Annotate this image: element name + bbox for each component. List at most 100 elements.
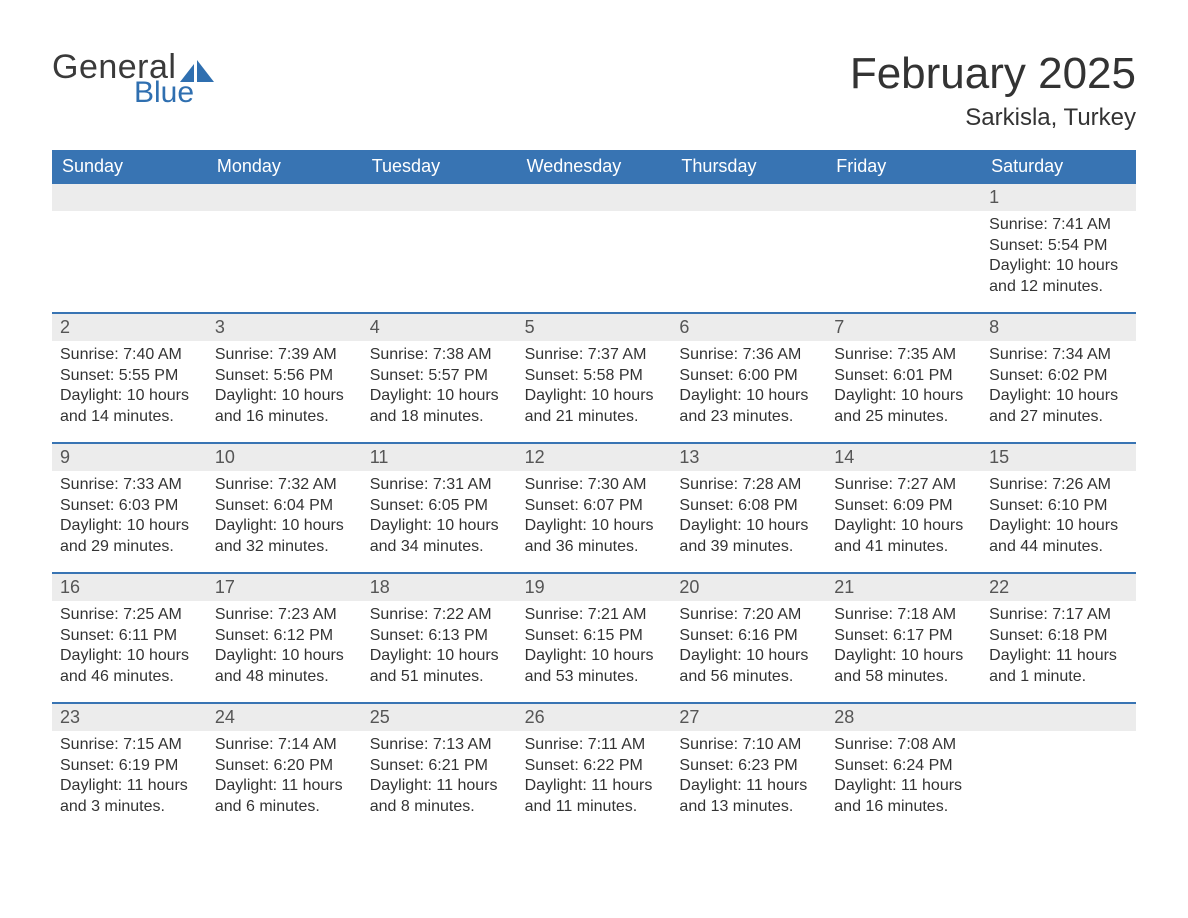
day-details: Sunrise: 7:21 AMSunset: 6:15 PMDaylight:… (517, 601, 672, 693)
daylight-line: Daylight: 10 hours and 44 minutes. (989, 516, 1128, 557)
calendar-day-cell: 3Sunrise: 7:39 AMSunset: 5:56 PMDaylight… (207, 314, 362, 442)
calendar-day-cell: 11Sunrise: 7:31 AMSunset: 6:05 PMDayligh… (362, 444, 517, 572)
day-number (517, 184, 672, 211)
calendar-day-cell: 17 Sunrise: 7:23 AMSunset: 6:12 PMDayligh… (207, 574, 362, 702)
sunrise-line: Sunrise: 7:28 AM (679, 475, 818, 495)
sunset-line: Sunset: 6:07 PM (525, 496, 664, 516)
sunrise-line: Sunrise: 7:25 AM (60, 605, 199, 625)
calendar-week-row: 23Sunrise: 7:15 AMSunset: 6:19 PMDayligh… (52, 702, 1136, 832)
sunset-line: Sunset: 6:10 PM (989, 496, 1128, 516)
weekday-header: Tuesday (362, 150, 517, 184)
daylight-line: Daylight: 10 hours and 48 minutes. (215, 646, 354, 687)
day-details (671, 211, 826, 221)
day-number: 24 (207, 704, 362, 731)
sunset-line: Sunset: 6:00 PM (679, 366, 818, 386)
day-details: Sunrise: 7:36 AMSunset: 6:00 PMDaylight:… (671, 341, 826, 433)
calendar-day-cell: 10Sunrise: 7:32 AMSunset: 6:04 PMDayligh… (207, 444, 362, 572)
sunset-line: Sunset: 6:15 PM (525, 626, 664, 646)
day-number: 17 (207, 574, 362, 601)
sunrise-line: Sunrise: 7:37 AM (525, 345, 664, 365)
calendar: SundayMondayTuesdayWednesdayThursdayFrid… (52, 150, 1136, 832)
daylight-line: Daylight: 11 hours and 3 minutes. (60, 776, 199, 817)
daylight-line: Daylight: 10 hours and 58 minutes. (834, 646, 973, 687)
daylight-line: Daylight: 10 hours and 41 minutes. (834, 516, 973, 557)
calendar-day-cell: 28Sunrise: 7:08 AMSunset: 6:24 PMDayligh… (826, 704, 981, 832)
day-details: Sunrise: 7:34 AMSunset: 6:02 PMDaylight:… (981, 341, 1136, 433)
weekday-header: Monday (207, 150, 362, 184)
sunrise-line: Sunrise: 7:32 AM (215, 475, 354, 495)
daylight-line: Daylight: 10 hours and 25 minutes. (834, 386, 973, 427)
calendar-day-cell: 7Sunrise: 7:35 AMSunset: 6:01 PMDaylight… (826, 314, 981, 442)
sunset-line: Sunset: 6:12 PM (215, 626, 354, 646)
day-number: 2 (52, 314, 207, 341)
calendar-day-cell: 13Sunrise: 7:28 AMSunset: 6:08 PMDayligh… (671, 444, 826, 572)
day-details: Sunrise: 7:40 AMSunset: 5:55 PMDaylight:… (52, 341, 207, 433)
sunset-line: Sunset: 6:20 PM (215, 756, 354, 776)
calendar-day-cell: 20Sunrise: 7:20 AMSunset: 6:16 PMDayligh… (671, 574, 826, 702)
weekday-header: Thursday (671, 150, 826, 184)
daylight-line: Daylight: 10 hours and 56 minutes. (679, 646, 818, 687)
day-details: Sunrise: 7:38 AMSunset: 5:57 PMDaylight:… (362, 341, 517, 433)
daylight-line: Daylight: 10 hours and 16 minutes. (215, 386, 354, 427)
day-details (52, 211, 207, 221)
daylight-line: Daylight: 10 hours and 27 minutes. (989, 386, 1128, 427)
calendar-day-cell: 21Sunrise: 7:18 AMSunset: 6:17 PMDayligh… (826, 574, 981, 702)
daylight-line: Daylight: 10 hours and 39 minutes. (679, 516, 818, 557)
calendar-day-cell: 2Sunrise: 7:40 AMSunset: 5:55 PMDaylight… (52, 314, 207, 442)
calendar-week-row: 9Sunrise: 7:33 AMSunset: 6:03 PMDaylight… (52, 442, 1136, 572)
weekday-header-row: SundayMondayTuesdayWednesdayThursdayFrid… (52, 150, 1136, 184)
day-details: Sunrise: 7:25 AMSunset: 6:11 PMDaylight:… (52, 601, 207, 693)
day-details: Sunrise: 7:27 AMSunset: 6:09 PMDaylight:… (826, 471, 981, 563)
calendar-body: 1Sunrise: 7:41 AMSunset: 5:54 PMDaylight… (52, 184, 1136, 832)
sunset-line: Sunset: 6:08 PM (679, 496, 818, 516)
brand-logo: General Blue (52, 50, 216, 108)
daylight-line: Daylight: 10 hours and 23 minutes. (679, 386, 818, 427)
day-details: Sunrise: 7:28 AMSunset: 6:08 PMDaylight:… (671, 471, 826, 563)
calendar-day-cell: 23Sunrise: 7:15 AMSunset: 6:19 PMDayligh… (52, 704, 207, 832)
calendar-day-cell: 14Sunrise: 7:27 AMSunset: 6:09 PMDayligh… (826, 444, 981, 572)
day-number: 23 (52, 704, 207, 731)
daylight-line: Daylight: 10 hours and 34 minutes. (370, 516, 509, 557)
sunset-line: Sunset: 6:05 PM (370, 496, 509, 516)
calendar-day-cell (52, 184, 207, 312)
day-number: 25 (362, 704, 517, 731)
sunrise-line: Sunrise: 7:30 AM (525, 475, 664, 495)
daylight-line: Daylight: 10 hours and 29 minutes. (60, 516, 199, 557)
day-number (826, 184, 981, 211)
sunrise-line: Sunrise: 7:18 AM (834, 605, 973, 625)
calendar-day-cell: 15Sunrise: 7:26 AMSunset: 6:10 PMDayligh… (981, 444, 1136, 572)
day-number: 1 (981, 184, 1136, 211)
calendar-day-cell: 4Sunrise: 7:38 AMSunset: 5:57 PMDaylight… (362, 314, 517, 442)
sunset-line: Sunset: 6:09 PM (834, 496, 973, 516)
day-details: Sunrise: 7:20 AMSunset: 6:16 PMDaylight:… (671, 601, 826, 693)
calendar-day-cell: 9Sunrise: 7:33 AMSunset: 6:03 PMDaylight… (52, 444, 207, 572)
sunset-line: Sunset: 6:13 PM (370, 626, 509, 646)
day-number: 3 (207, 314, 362, 341)
calendar-week-row: 1Sunrise: 7:41 AMSunset: 5:54 PMDaylight… (52, 184, 1136, 312)
calendar-day-cell: 19Sunrise: 7:21 AMSunset: 6:15 PMDayligh… (517, 574, 672, 702)
weekday-header: Wednesday (517, 150, 672, 184)
calendar-day-cell: 8Sunrise: 7:34 AMSunset: 6:02 PMDaylight… (981, 314, 1136, 442)
daylight-line: Daylight: 10 hours and 18 minutes. (370, 386, 509, 427)
day-details: Sunrise: 7:32 AMSunset: 6:04 PMDaylight:… (207, 471, 362, 563)
calendar-day-cell: 12Sunrise: 7:30 AMSunset: 6:07 PMDayligh… (517, 444, 672, 572)
day-details: Sunrise: 7:35 AMSunset: 6:01 PMDaylight:… (826, 341, 981, 433)
day-details: Sunrise: 7:41 AMSunset: 5:54 PMDaylight:… (981, 211, 1136, 303)
header: General Blue February 2025 Sarkisla, Tur… (52, 50, 1136, 132)
sunrise-line: Sunrise: 7:13 AM (370, 735, 509, 755)
calendar-day-cell: 1Sunrise: 7:41 AMSunset: 5:54 PMDaylight… (981, 184, 1136, 312)
calendar-day-cell: 22Sunrise: 7:17 AMSunset: 6:18 PMDayligh… (981, 574, 1136, 702)
day-details (826, 211, 981, 221)
day-details: Sunrise: 7:11 AMSunset: 6:22 PMDaylight:… (517, 731, 672, 823)
title-block: February 2025 Sarkisla, Turkey (850, 50, 1136, 132)
sunrise-line: Sunrise: 7:41 AM (989, 215, 1128, 235)
location-text: Sarkisla, Turkey (850, 104, 1136, 132)
sunrise-line: Sunrise: 7:17 AM (989, 605, 1128, 625)
sunset-line: Sunset: 6:19 PM (60, 756, 199, 776)
calendar-day-cell: 5Sunrise: 7:37 AMSunset: 5:58 PMDaylight… (517, 314, 672, 442)
day-details: Sunrise: 7:31 AMSunset: 6:05 PMDaylight:… (362, 471, 517, 563)
day-details: Sunrise: 7:30 AMSunset: 6:07 PMDaylight:… (517, 471, 672, 563)
sunrise-line: Sunrise: 7:23 AM (215, 605, 354, 625)
day-number: 27 (671, 704, 826, 731)
calendar-day-cell: 18Sunrise: 7:22 AMSunset: 6:13 PMDayligh… (362, 574, 517, 702)
